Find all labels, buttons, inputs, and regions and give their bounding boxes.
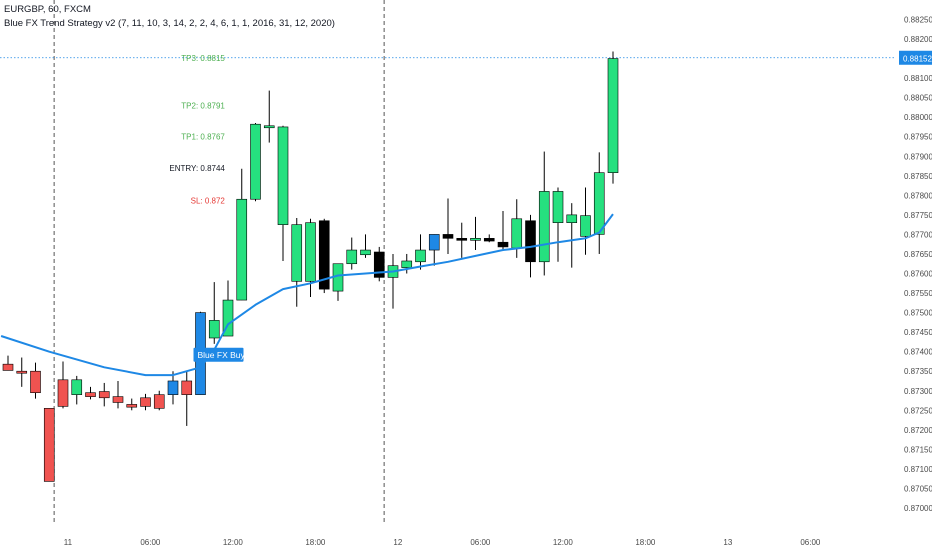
candle-body — [236, 198, 248, 301]
candle-body — [222, 299, 234, 337]
annotation-tp: TP3: 0.8815 — [181, 54, 225, 63]
x-tick-label: 18:00 — [635, 538, 656, 547]
candle-body — [263, 125, 275, 129]
candle-body — [112, 396, 124, 403]
candle-body — [566, 214, 578, 223]
y-tick-label: 0.88250 — [904, 15, 932, 24]
y-tick-label: 0.88000 — [904, 113, 932, 122]
y-tick-label: 0.87650 — [904, 250, 932, 259]
candle-body — [415, 249, 426, 263]
candle-body — [208, 320, 220, 339]
y-tick-label: 0.87100 — [904, 465, 932, 474]
candle-body — [593, 172, 605, 235]
candle-body — [305, 222, 316, 282]
candle-body — [318, 220, 330, 290]
candle-body — [71, 379, 83, 395]
candle-body — [126, 404, 138, 408]
candle-body — [483, 238, 495, 242]
candle-body — [57, 379, 69, 407]
annotation-tp: TP1: 0.8767 — [181, 133, 225, 142]
y-tick-label: 0.87950 — [904, 133, 932, 142]
y-tick-label: 0.87850 — [904, 172, 932, 181]
y-tick-label: 0.87500 — [904, 309, 932, 318]
buy-signal-label: Blue FX Buy — [198, 350, 246, 360]
y-tick-label: 0.87050 — [904, 484, 932, 493]
candle-body — [153, 394, 165, 409]
candle-body — [277, 126, 289, 225]
y-tick-label: 0.87350 — [904, 367, 932, 376]
current-price-tag — [899, 50, 932, 65]
candle-body — [30, 370, 41, 394]
candle-body — [538, 191, 550, 263]
x-tick-label: 06:00 — [140, 538, 161, 547]
candle-body — [250, 123, 261, 200]
y-tick-label: 0.87450 — [904, 328, 932, 337]
x-tick-label: 13 — [723, 538, 732, 547]
candle-body — [43, 408, 55, 482]
candle-body — [2, 363, 14, 371]
x-tick-label: 12:00 — [223, 538, 244, 547]
candle-body — [85, 392, 96, 397]
candle-body — [428, 234, 440, 251]
y-tick-label: 0.87700 — [904, 230, 932, 239]
y-tick-label: 0.87550 — [904, 289, 932, 298]
candle-body — [98, 391, 110, 399]
trend-ma-line — [0, 213, 614, 377]
y-tick-label: 0.87750 — [904, 211, 932, 220]
candle-body — [607, 58, 619, 173]
candle-body — [401, 260, 413, 268]
indicator-title: Blue FX Trend Strategy v2 (7, 11, 10, 3,… — [4, 18, 335, 29]
x-tick-label: 18:00 — [305, 538, 326, 547]
y-tick-label: 0.87800 — [904, 191, 932, 200]
y-tick-label: 0.88050 — [904, 94, 932, 103]
x-tick-label: 06:00 — [470, 538, 491, 547]
y-tick-label: 0.88200 — [904, 35, 932, 44]
x-tick-label: 12 — [393, 538, 402, 547]
candle-body — [167, 380, 179, 395]
candle-body — [346, 249, 358, 265]
candle-body — [291, 224, 303, 282]
x-tick-label: 06:00 — [800, 538, 821, 547]
x-tick-label: 11 — [64, 538, 73, 547]
y-tick-label: 0.87250 — [904, 406, 932, 415]
y-tick-label: 0.87300 — [904, 387, 932, 396]
x-tick-label: 12:00 — [553, 538, 574, 547]
candle-body — [552, 191, 564, 223]
buy-signal-box — [193, 347, 244, 362]
candle-body — [470, 238, 481, 241]
y-tick-label: 0.87400 — [904, 348, 932, 357]
candle-body — [373, 251, 385, 278]
annotation-sl: SL: 0.872 — [191, 196, 226, 205]
y-tick-label: 0.87150 — [904, 445, 932, 454]
y-tick-label: 0.87200 — [904, 426, 932, 435]
candle-body — [360, 249, 371, 256]
candle-body — [497, 241, 509, 248]
candle-body — [181, 380, 193, 395]
candle-body — [456, 238, 468, 241]
candle-body — [442, 234, 454, 239]
symbol-title: EURGBP, 60, FXCM — [4, 4, 91, 15]
current-price-label: 0.88152 — [903, 54, 932, 63]
candle-body — [140, 397, 151, 407]
y-tick-label: 0.87000 — [904, 504, 932, 513]
annotation-tp: TP2: 0.8791 — [181, 101, 225, 110]
candle-body — [16, 370, 28, 374]
candle-body — [511, 218, 523, 249]
candle-body — [580, 215, 591, 237]
annotation-entry: ENTRY: 0.8744 — [169, 164, 225, 173]
y-tick-label: 0.87600 — [904, 270, 932, 279]
y-tick-label: 0.88100 — [904, 74, 932, 83]
y-tick-label: 0.87900 — [904, 152, 932, 161]
candle-body — [525, 220, 536, 263]
